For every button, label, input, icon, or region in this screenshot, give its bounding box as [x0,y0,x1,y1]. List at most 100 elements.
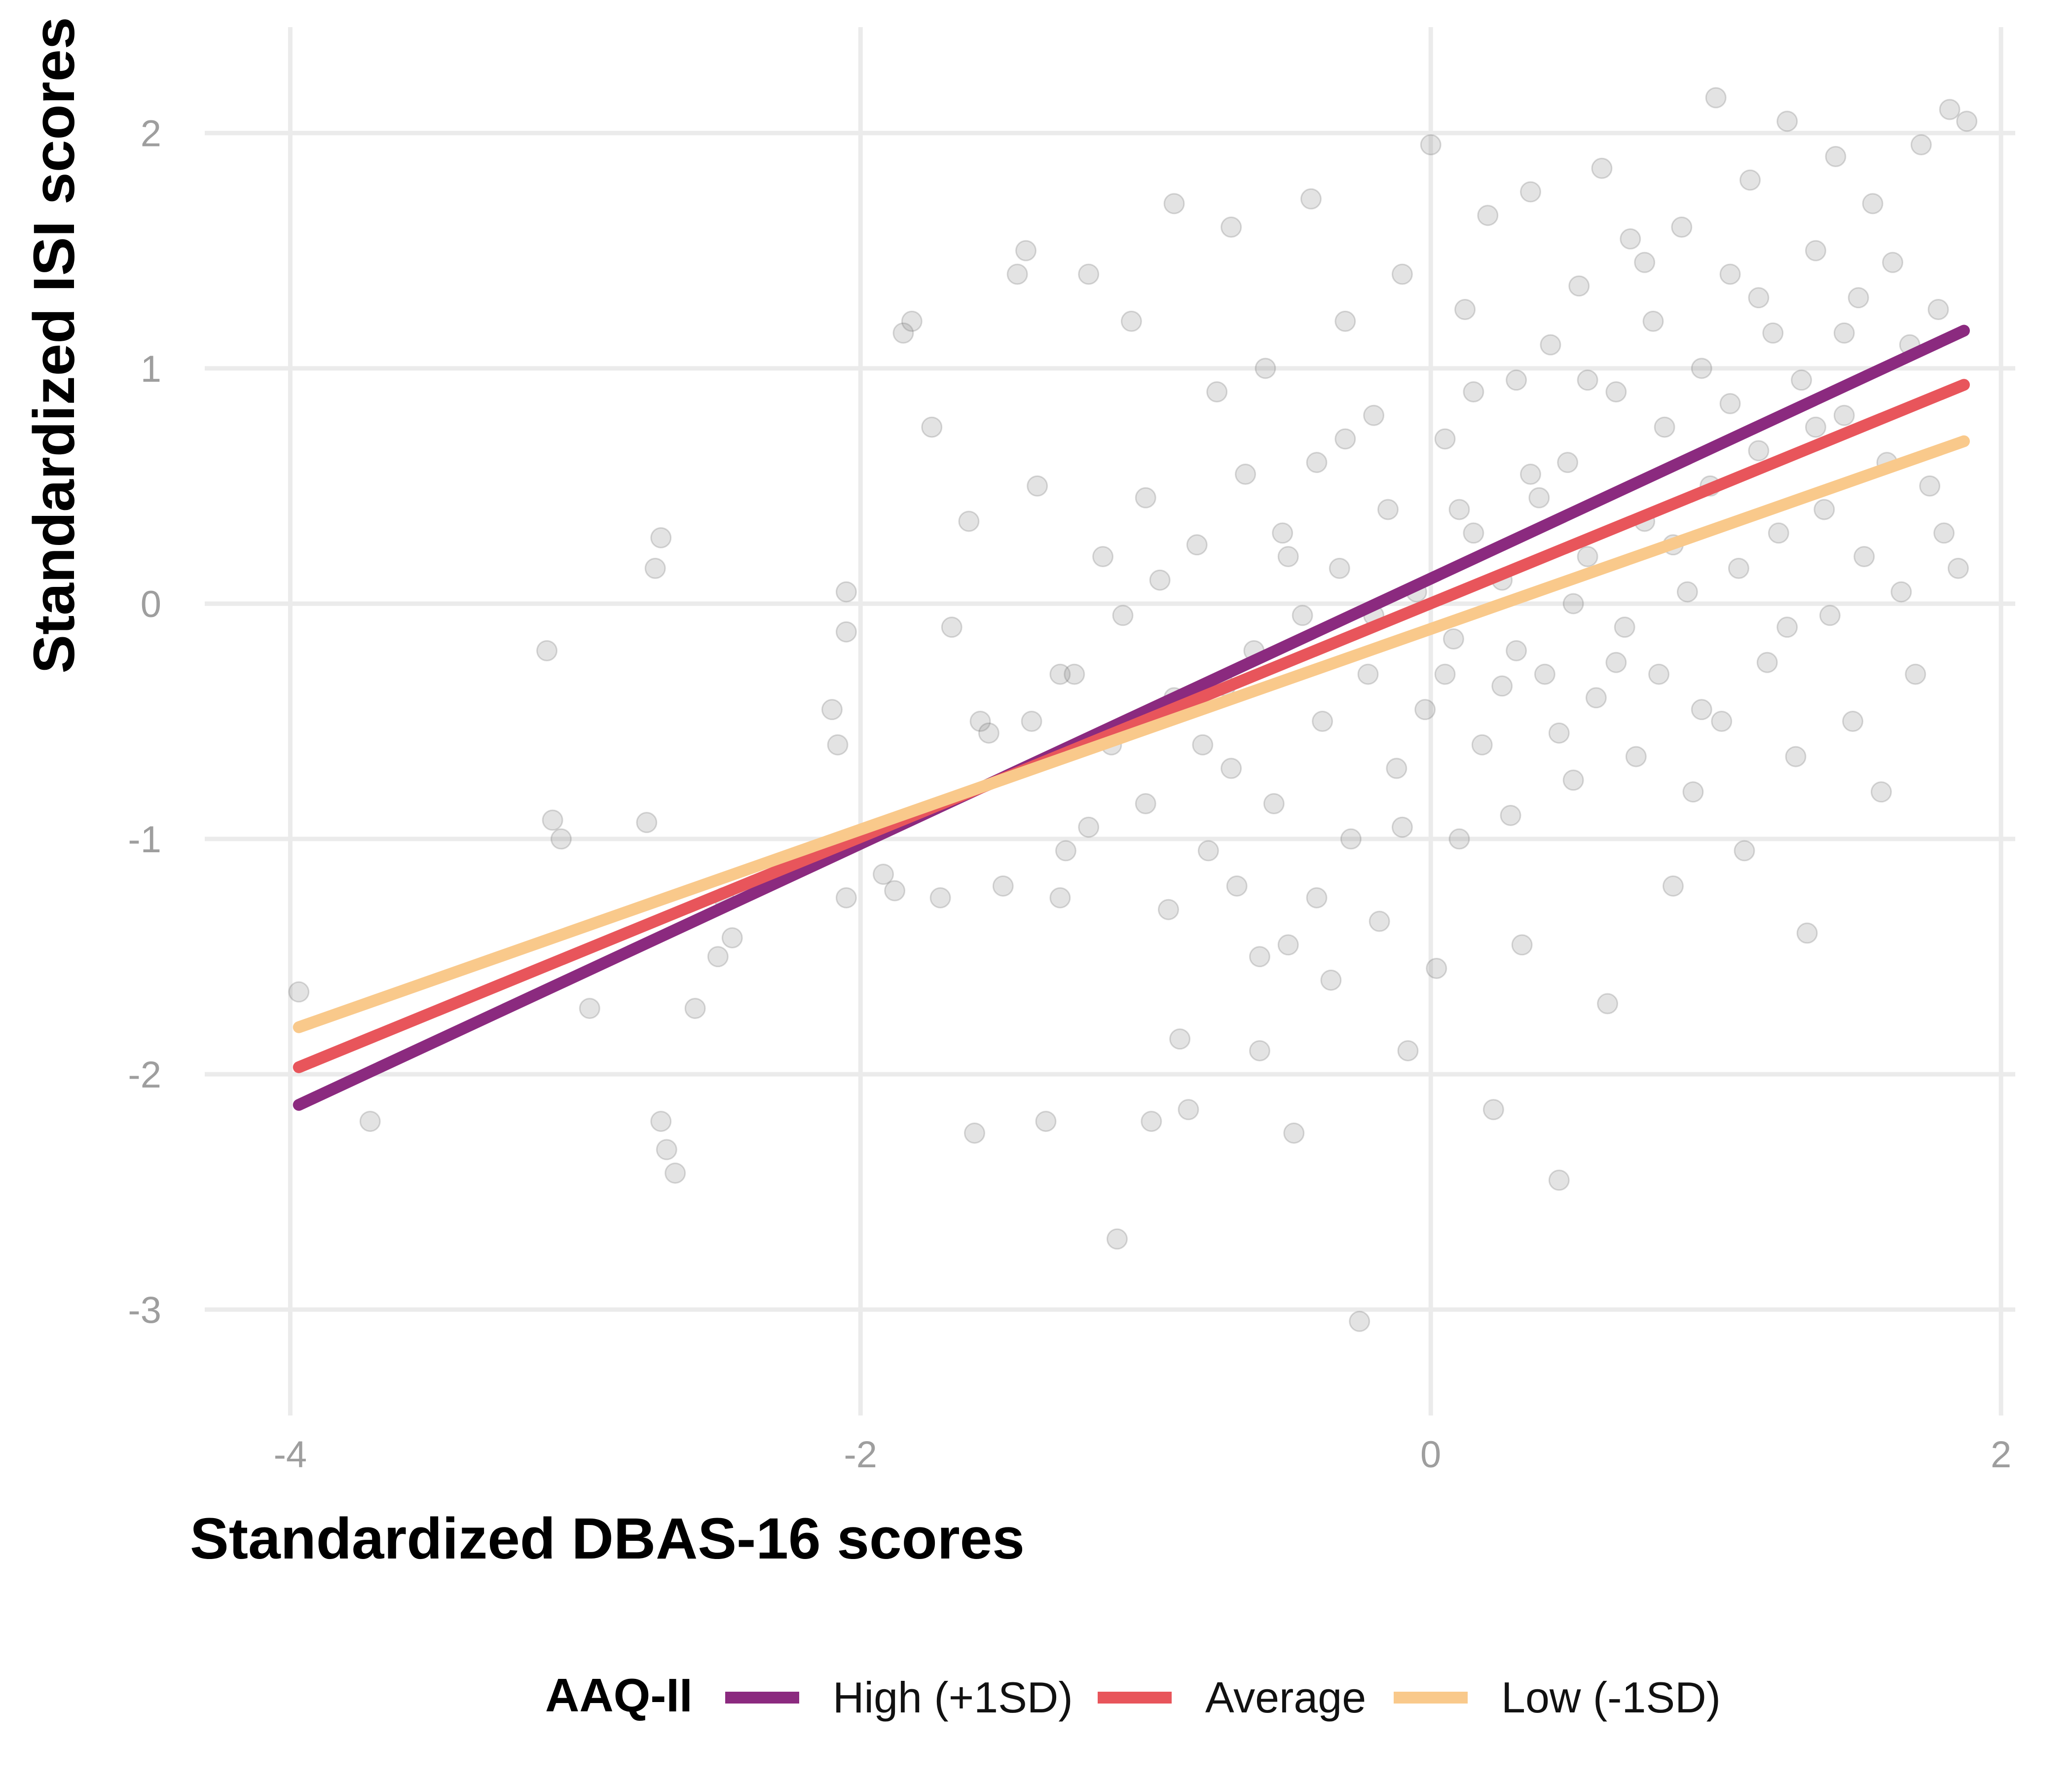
data-point [1221,758,1242,779]
data-point [1135,793,1156,814]
data-point [978,722,999,744]
data-point [1671,217,1693,238]
data-point [1848,287,1869,309]
data-point [1528,487,1550,508]
data-point [1506,640,1527,661]
data-point [1112,605,1134,626]
data-point [1477,205,1499,226]
data-point [1882,252,1903,273]
data-point [1027,475,1048,497]
data-point [1049,887,1071,908]
data-point [1728,557,1749,579]
data-point [821,699,843,721]
data-point [359,1111,381,1132]
data-point [1756,652,1778,673]
y-axis-title: Standardized ISI scores [22,17,87,673]
x-tick-label: 2 [1991,1434,2011,1476]
data-point [1329,557,1350,579]
data-point [1235,464,1257,485]
data-point [1825,145,1847,167]
data-point [1186,534,1208,556]
data-point [1511,934,1533,956]
data-point [1776,110,1798,132]
data-point [1106,1228,1128,1250]
data-point [1192,734,1214,756]
data-point [1363,404,1385,426]
data-point [1320,969,1342,991]
data-point [1277,934,1299,956]
data-point [1919,475,1941,497]
regression-line-average [293,379,1970,1073]
data-point [684,998,706,1019]
data-point [1055,840,1076,862]
data-point [1300,188,1322,210]
data-point [1927,299,1949,321]
data-point [1443,628,1464,650]
data-point [1654,416,1675,438]
data-point [550,828,572,850]
data-point [665,1162,686,1184]
data-point [992,875,1014,897]
points-layer [288,87,1978,1332]
x-tick-label: -2 [844,1434,878,1476]
data-point [958,510,980,532]
data-point [1015,240,1037,261]
data-point [1739,169,1761,191]
data-point [1249,946,1270,968]
data-point [1833,404,1855,426]
data-point [1369,910,1390,932]
regression-line-high-1sd [293,325,1970,1111]
data-point [1357,663,1379,685]
legend-items: High (+1SD) Average Low (-1SD) [725,1673,1721,1722]
data-point [1577,546,1598,568]
data-point [1562,593,1584,615]
data-point [873,864,894,885]
data-point [1691,699,1712,721]
legend-title: AAQ-II [545,1669,693,1722]
data-point [536,640,558,661]
data-point [1135,487,1156,508]
data-point [1434,428,1456,450]
data-point [1206,381,1228,403]
data-point [1768,522,1789,544]
data-point [1334,310,1356,332]
data-point [1734,840,1755,862]
legend-item-average: Average [1098,1673,1366,1722]
data-point [1454,299,1476,321]
data-point [1163,193,1185,215]
data-point [636,812,658,834]
data-point [1519,464,1541,485]
data-point [1691,358,1712,379]
data-point [1933,522,1955,544]
data-point [1719,393,1741,414]
data-point [921,416,943,438]
data-point [1591,157,1613,179]
data-point [1625,746,1647,767]
data-point [1306,887,1328,908]
regression-lines-layer [293,325,1970,1111]
data-point [1562,769,1584,791]
data-point [1169,1028,1191,1050]
data-point [1748,440,1770,462]
legend-label-low-1sd: Low (-1SD) [1501,1673,1721,1722]
data-point [1078,816,1100,838]
data-point [1548,1169,1570,1191]
data-point [1947,557,1969,579]
x-tick-label: -4 [274,1434,307,1476]
data-point [963,1122,985,1144]
tick-labels-layer: -4 -2 0 2 -3 -2 -1 0 1 2 [128,113,2011,1476]
data-point [1910,134,1932,156]
grid-layer [205,27,2015,1415]
data-point [542,809,563,831]
data-point [1870,781,1892,803]
data-point [1620,228,1641,250]
data-point [1585,687,1607,709]
data-point [1605,381,1627,403]
data-point [1334,428,1356,450]
data-point [892,322,914,344]
data-point [1785,746,1807,767]
data-point [835,621,857,643]
data-point [1349,1310,1370,1332]
